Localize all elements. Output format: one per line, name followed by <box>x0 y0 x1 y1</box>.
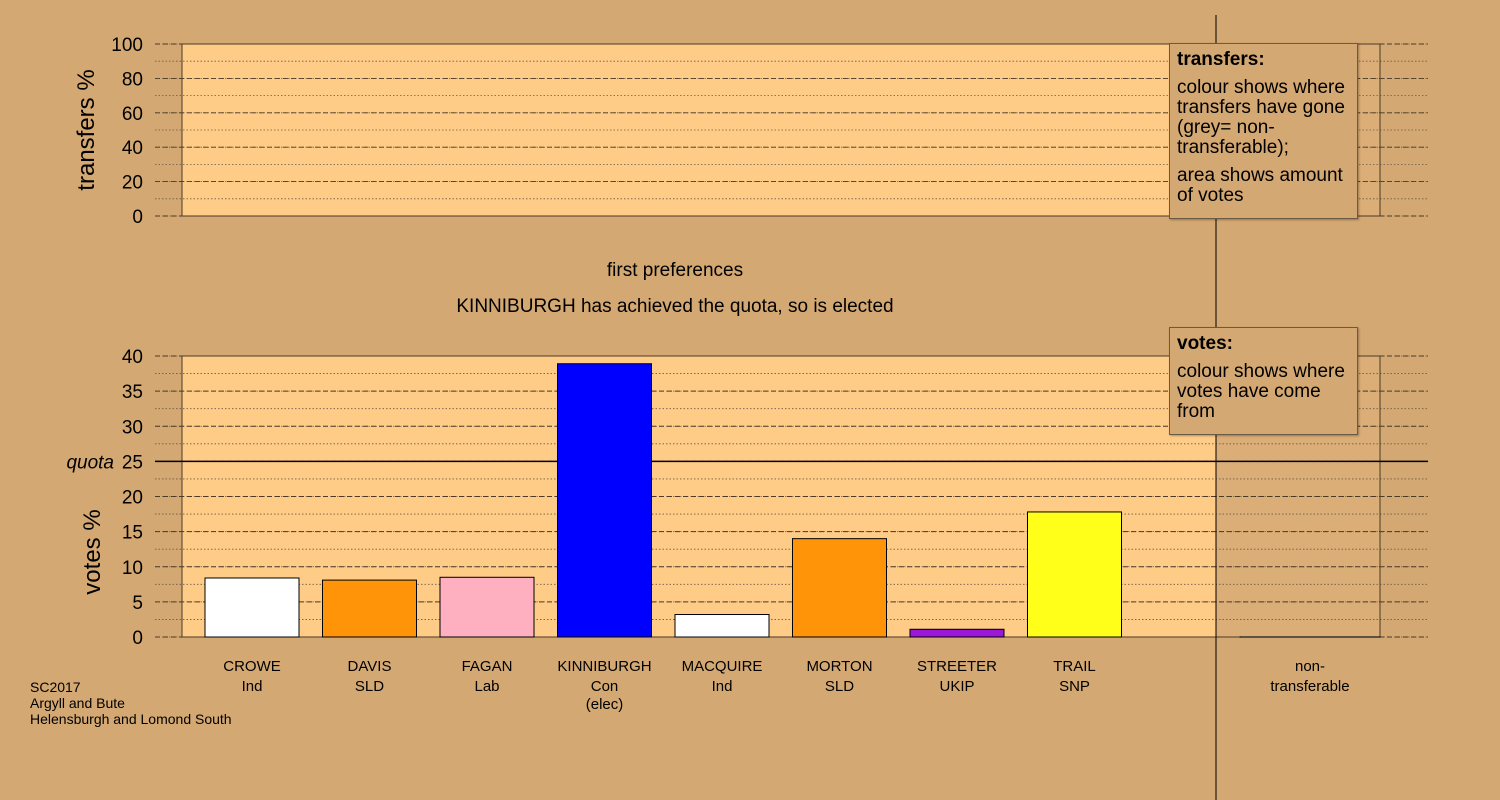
y-tick-label: 35 <box>122 382 143 403</box>
candidate-name-label: MACQUIRE <box>682 658 763 675</box>
candidate-name-label: FAGAN <box>462 658 513 675</box>
y-tick-label: 0 <box>132 628 143 649</box>
plot-border <box>181 43 1381 217</box>
y-tick-label: 40 <box>122 138 143 159</box>
non-transferable-label: transferable <box>1270 678 1349 695</box>
y-tick-label: 40 <box>122 347 143 368</box>
candidate-party-label: Lab <box>474 678 499 695</box>
transfers-legend: transfers: colour shows where transfers … <box>1169 43 1358 219</box>
y-axis-label: transfers % <box>73 69 100 190</box>
y-tick-label: 5 <box>132 593 143 614</box>
transfers-legend-text: colour shows where transfers have gone (… <box>1177 77 1345 158</box>
bar <box>1027 511 1122 638</box>
candidate-status-label: (elec) <box>586 696 624 713</box>
candidate-party-label: Ind <box>242 678 263 695</box>
election-footer: SC2017 Argyll and Bute Helensburgh and L… <box>30 679 232 727</box>
candidate-name-label: KINNIBURGH <box>557 658 651 675</box>
candidate-name-label: DAVIS <box>348 658 392 675</box>
bar <box>204 577 300 638</box>
candidate-party-label: SLD <box>825 678 854 695</box>
y-tick-label: 20 <box>122 488 143 509</box>
votes-legend-title: votes: <box>1177 333 1233 354</box>
quota-label: quota <box>66 452 114 473</box>
bar <box>674 614 770 638</box>
candidate-name-label: TRAIL <box>1053 658 1096 675</box>
votes-legend: votes: colour shows where votes have com… <box>1169 327 1358 435</box>
candidate-party-label: SLD <box>355 678 384 695</box>
candidate-party-label: UKIP <box>939 678 974 695</box>
bar <box>909 628 1005 638</box>
y-axis-label: votes % <box>79 509 106 594</box>
transfers-legend-text: area shows amount of votes <box>1177 165 1343 206</box>
ward-name: Helensburgh and Lomond South <box>30 711 232 727</box>
votes-legend-text: colour shows where votes have come from <box>1177 361 1345 422</box>
bar <box>557 363 652 638</box>
bar <box>322 579 417 638</box>
y-tick-label: 20 <box>122 173 143 194</box>
y-tick-label: 15 <box>122 523 143 544</box>
candidate-party-label: Con <box>591 678 619 695</box>
y-tick-label: 25 <box>122 452 143 473</box>
bar <box>792 538 887 638</box>
y-tick-label: 10 <box>122 558 143 579</box>
bar <box>1239 636 1381 638</box>
non-transferable-label: non- <box>1295 658 1325 675</box>
candidate-name-label: MORTON <box>806 658 872 675</box>
stage-caption: first preferences <box>606 260 744 281</box>
candidate-name-label: STREETER <box>917 658 997 675</box>
election-code: SC2017 <box>30 679 81 695</box>
plot-border <box>181 355 1381 638</box>
y-tick-label: 30 <box>122 417 143 438</box>
bar <box>439 576 535 638</box>
transfers-legend-title: transfers: <box>1177 49 1265 70</box>
y-tick-label: 100 <box>111 35 143 56</box>
council-name: Argyll and Bute <box>30 695 125 711</box>
y-tick-label: 60 <box>122 104 143 125</box>
candidate-name-label: CROWE <box>223 658 281 675</box>
status-caption: KINNIBURGH has achieved the quota, so is… <box>456 296 894 317</box>
y-tick-label: 0 <box>132 207 143 228</box>
candidate-party-label: SNP <box>1059 678 1090 695</box>
y-tick-label: 80 <box>122 69 143 90</box>
candidate-party-label: Ind <box>712 678 733 695</box>
